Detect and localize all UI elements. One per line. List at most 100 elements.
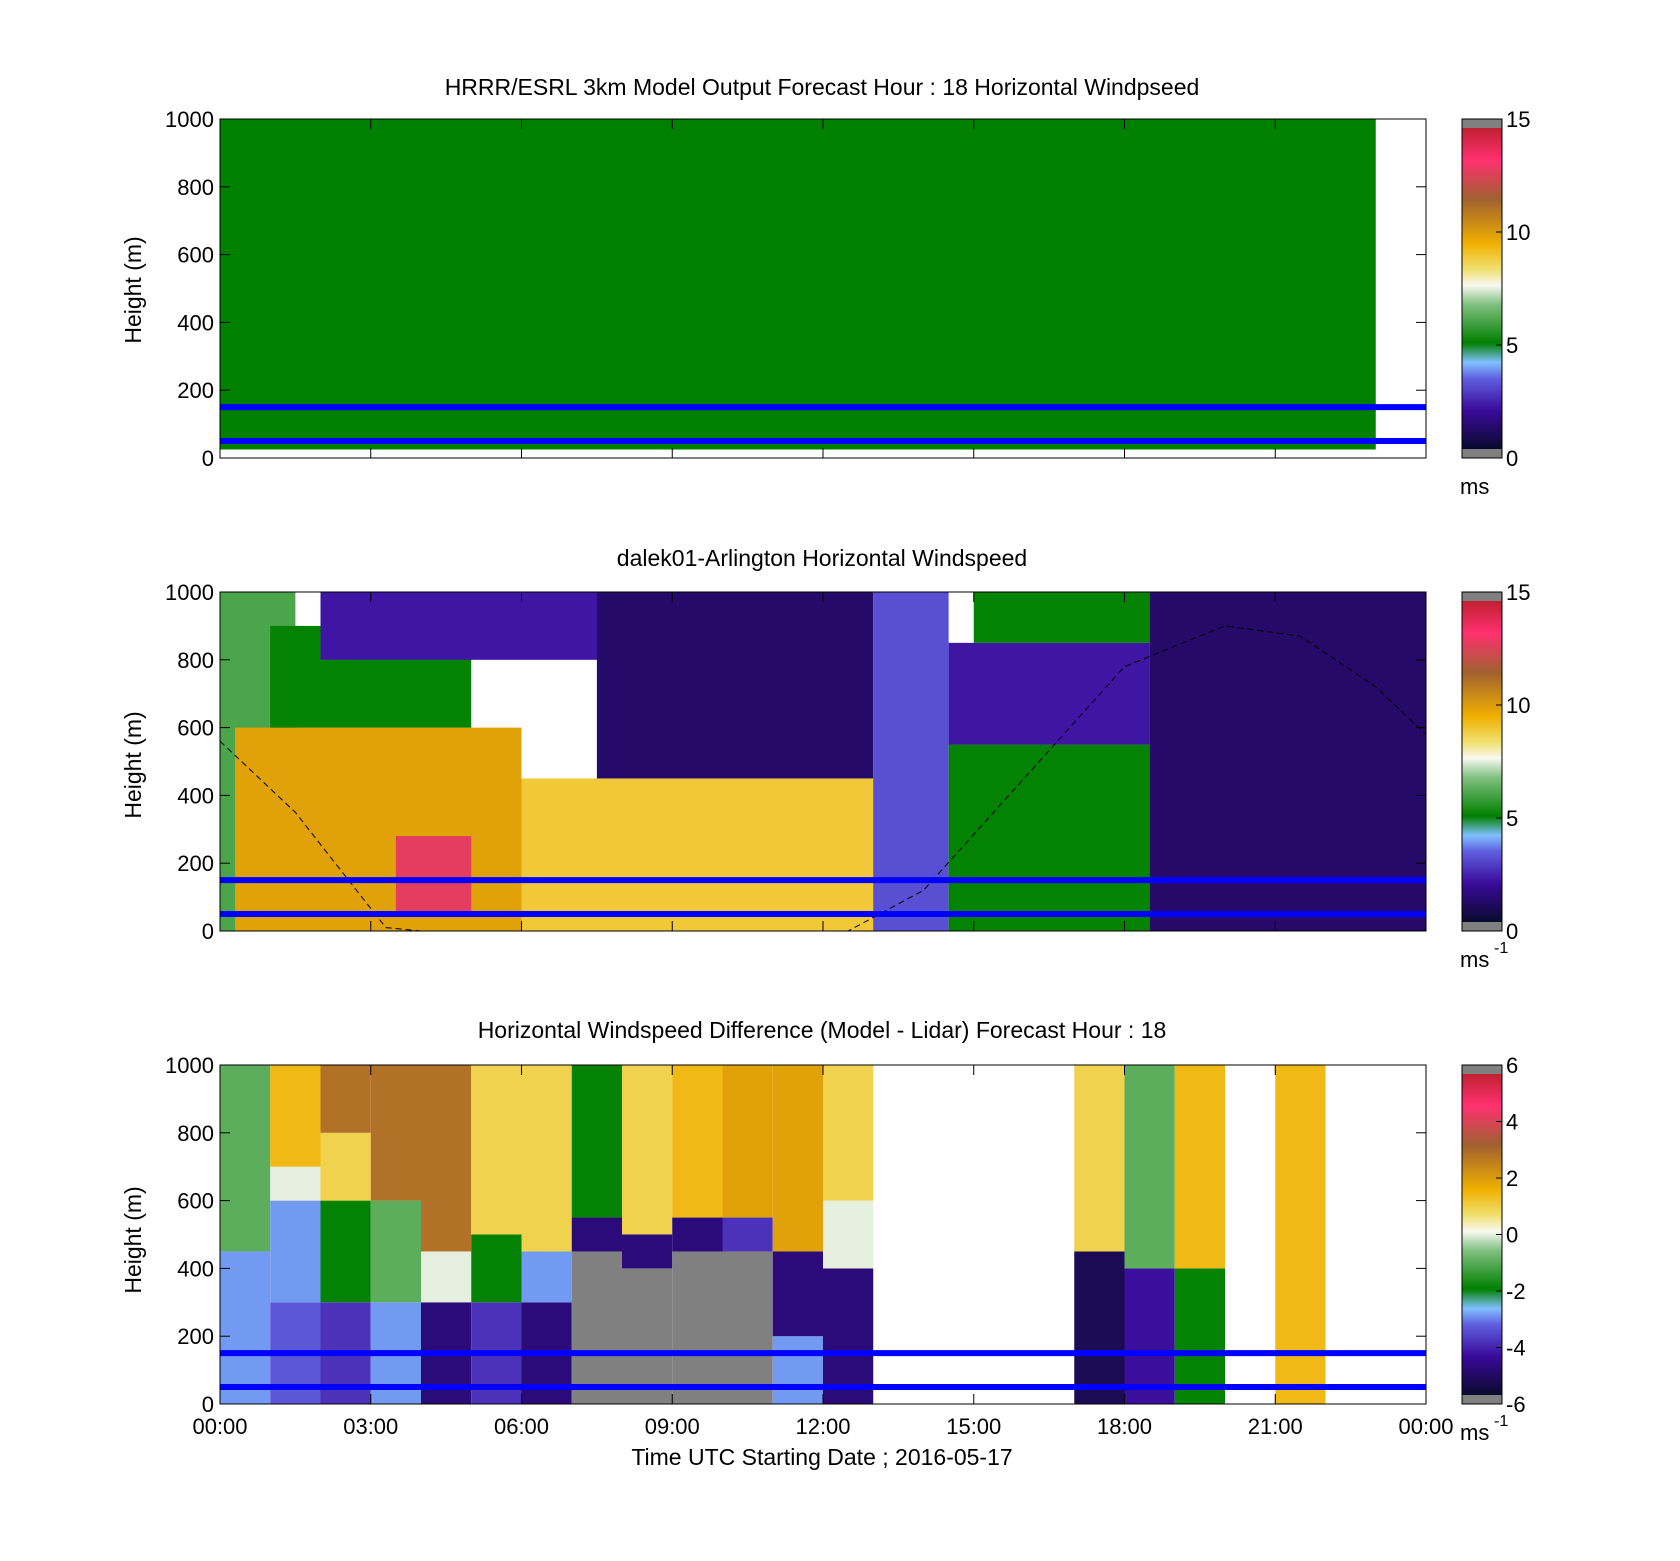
model-windspeed-panel: HRRR/ESRL 3km Model Output Forecast Hour…: [120, 74, 1530, 499]
y-tick-label: 200: [177, 378, 214, 403]
colorbar-tick-label: 2: [1506, 1166, 1518, 1191]
heatmap-cell: [571, 1065, 622, 1218]
heatmap-cell: [220, 1251, 271, 1404]
x-tick-label: 21:00: [1248, 1414, 1303, 1439]
heatmap-cell: [270, 1166, 321, 1201]
colorbar-tick-label: 0: [1506, 446, 1518, 471]
colorbar-tick-label: 10: [1506, 693, 1530, 718]
heatmap-cell: [596, 592, 874, 779]
y-tick-label: 600: [177, 716, 214, 741]
heatmap-cell: [1074, 1065, 1125, 1252]
y-tick-label: 600: [177, 243, 214, 268]
heatmap-cell: [270, 1200, 321, 1303]
heatmap-cell: [471, 1065, 522, 1235]
heatmap-cell: [395, 836, 472, 915]
heatmap-cell: [948, 642, 1150, 745]
colorbar-tick-label: 15: [1506, 107, 1530, 132]
heatmap-cell: [672, 1217, 723, 1252]
colorbar-over: [1462, 592, 1502, 601]
colorbar-tick-label: -2: [1506, 1279, 1526, 1304]
x-tick-label: 15:00: [946, 1414, 1001, 1439]
heatmap-cell: [772, 1336, 823, 1404]
colorbar-frame: [1461, 591, 1503, 932]
y-tick-label: 1000: [165, 1053, 214, 1078]
colorbar-tick-label: 0: [1506, 919, 1518, 944]
heatmap-cell: [823, 1200, 874, 1269]
heatmap-cell: [622, 1268, 673, 1404]
colorbar-tick-label: 6: [1506, 1053, 1518, 1078]
heatmap-cell: [672, 1065, 723, 1218]
x-axis-label: Time UTC Starting Date ; 2016-05-17: [631, 1444, 1012, 1470]
y-tick-label: 400: [177, 783, 214, 808]
colorbar-unit: ms: [1460, 947, 1489, 972]
heatmap-cell: [622, 1065, 673, 1235]
x-tick-label: 18:00: [1097, 1414, 1152, 1439]
panel-title: Horizontal Windspeed Difference (Model -…: [478, 1017, 1167, 1043]
x-tick-label: 03:00: [343, 1414, 398, 1439]
heatmap-cell: [722, 1065, 773, 1218]
x-tick-label: 12:00: [795, 1414, 850, 1439]
colorbar-unit: ms: [1460, 474, 1489, 499]
y-tick-label: 0: [202, 1392, 214, 1417]
colorbar-unit: ms: [1460, 1420, 1489, 1445]
colorbar-tick-label: 4: [1506, 1110, 1518, 1135]
colorbar-over: [1462, 1065, 1502, 1074]
heatmap-cell: [1174, 1065, 1225, 1269]
heatmap-cell: [1124, 1268, 1175, 1404]
y-tick-label: 600: [177, 1189, 214, 1214]
heatmap-cell: [421, 1251, 472, 1303]
y-tick-label: 800: [177, 1121, 214, 1146]
x-tick-label: 00:00: [192, 1414, 247, 1439]
colorbar-over: [1462, 119, 1502, 128]
heatmap-cell: [1275, 1065, 1326, 1404]
heatmap-cell: [320, 1200, 371, 1303]
colorbar-under: [1462, 449, 1502, 458]
colorbar-gradient: [1462, 128, 1502, 449]
heatmap-cell: [521, 1065, 572, 1252]
heatmap-cell: [571, 1217, 622, 1252]
heatmap-cell: [370, 1200, 421, 1303]
y-axis-label: Height (m): [120, 236, 146, 343]
heatmap-cell: [235, 727, 522, 931]
heatmap-cell: [571, 1251, 622, 1404]
colorbar-tick-label: 10: [1506, 220, 1530, 245]
heatmap-cell: [521, 778, 899, 931]
heatmap-cell: [1174, 1268, 1225, 1404]
y-tick-label: 800: [177, 648, 214, 673]
heatmap-cell: [320, 1132, 371, 1201]
heatmap-cell: [320, 592, 622, 660]
heatmap-cell: [320, 1065, 371, 1133]
heatmap-cell: [823, 1065, 874, 1201]
heatmap-cell: [1074, 1251, 1125, 1404]
lidar-windspeed-panel: dalek01-Arlington Horizontal Windspeed H…: [120, 545, 1530, 972]
heatmap-cell: [722, 1217, 773, 1252]
y-tick-label: 400: [177, 310, 214, 335]
colorbar-tick-label: -4: [1506, 1336, 1526, 1361]
panel-title: HRRR/ESRL 3km Model Output Forecast Hour…: [445, 74, 1200, 100]
heatmap-cell: [772, 1065, 823, 1252]
colorbar-unit-exponent: -1: [1494, 940, 1508, 957]
panel-title: dalek01-Arlington Horizontal Windspeed: [617, 545, 1027, 571]
heatmap-cell: [1149, 592, 1426, 931]
heatmap-cell: [270, 1065, 321, 1167]
heatmap-cell: [973, 592, 1150, 643]
x-tick-label: 06:00: [494, 1414, 549, 1439]
y-axis-label: Height (m): [120, 1186, 146, 1293]
colorbar-unit-exponent: -1: [1494, 1413, 1508, 1430]
colorbar-gradient: [1462, 601, 1502, 922]
colorbar-tick-label: -6: [1506, 1392, 1526, 1417]
y-tick-label: 200: [177, 851, 214, 876]
colorbar-under: [1462, 1395, 1502, 1404]
heatmap-cell: [622, 1234, 673, 1269]
y-tick-label: 0: [202, 446, 214, 471]
x-tick-label: 09:00: [645, 1414, 700, 1439]
colorbar-tick-label: 0: [1506, 1223, 1518, 1248]
colorbar-tick-label: 5: [1506, 806, 1518, 831]
x-tick-label: 00:00: [1398, 1414, 1453, 1439]
heatmap-cell: [1124, 1065, 1175, 1269]
heatmap-cell: [948, 744, 1150, 931]
colorbar-under: [1462, 922, 1502, 931]
y-tick-label: 400: [177, 1256, 214, 1281]
heatmap-cells: [220, 592, 1426, 931]
colorbar-tick-label: 15: [1506, 580, 1530, 605]
